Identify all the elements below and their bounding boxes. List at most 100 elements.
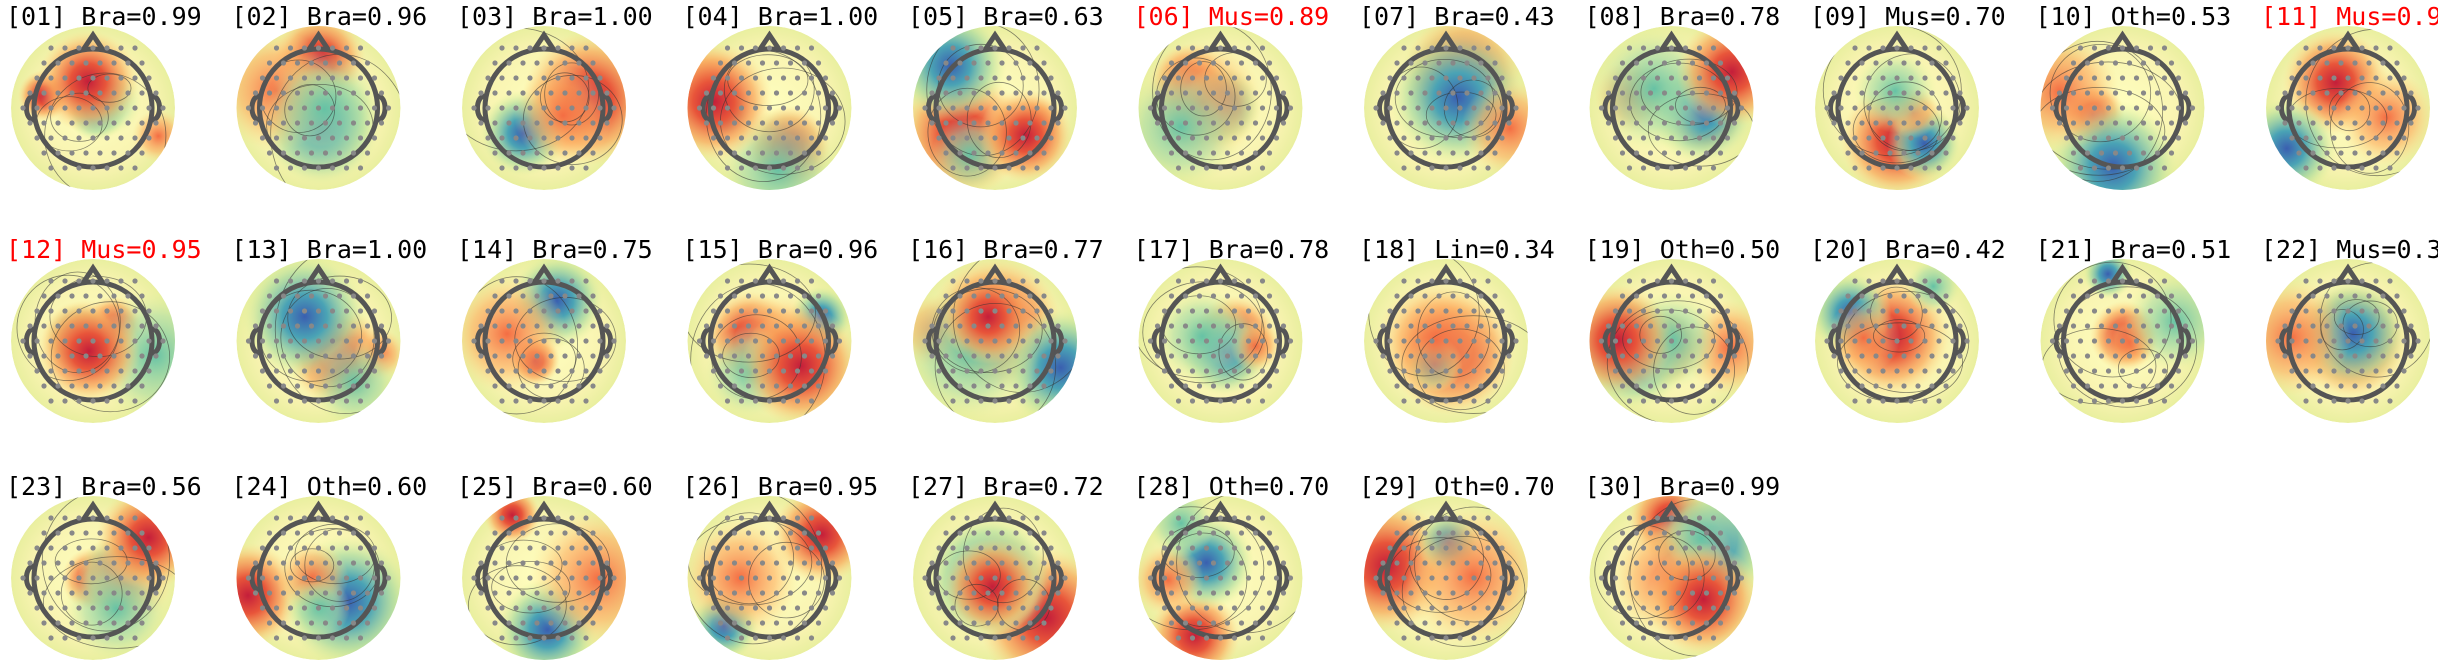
- electrode: [1908, 338, 1914, 344]
- electrode: [1203, 545, 1210, 551]
- electrode: [794, 575, 801, 581]
- electrode: [104, 278, 110, 284]
- electrode: [1210, 353, 1217, 359]
- electrode: [1287, 338, 1294, 344]
- contour: [934, 302, 1057, 423]
- electrode: [245, 338, 252, 344]
- electrode: [259, 575, 266, 581]
- electrode: [822, 75, 829, 81]
- electrode: [1048, 545, 1054, 551]
- electrode: [766, 515, 773, 521]
- electrode: [773, 323, 780, 329]
- electrode: [1492, 323, 1498, 329]
- electrode: [1062, 338, 1068, 344]
- electrode: [724, 135, 731, 141]
- electrode: [1443, 105, 1449, 111]
- electrode: [499, 398, 505, 404]
- electrode: [950, 105, 956, 111]
- ear-left: [474, 93, 486, 123]
- electrode: [2182, 120, 2189, 126]
- electrode: [731, 323, 738, 329]
- electrode: [90, 368, 96, 374]
- electrode: [1485, 338, 1491, 344]
- electrode: [957, 383, 963, 389]
- electrode: [1380, 323, 1386, 329]
- electrode: [1696, 545, 1703, 551]
- electrode: [1619, 383, 1626, 389]
- electrode: [1717, 120, 1724, 126]
- electrode: [2105, 135, 2112, 141]
- electrode: [97, 323, 103, 329]
- electrode: [773, 590, 780, 596]
- electrode: [717, 90, 724, 96]
- contour: [1142, 281, 1265, 384]
- electrode: [992, 338, 998, 344]
- electrode: [2282, 353, 2288, 359]
- electrode: [1682, 75, 1689, 81]
- electrode: [378, 353, 385, 359]
- electrode: [738, 398, 745, 404]
- nose: [2335, 263, 2361, 285]
- electrode: [1422, 383, 1428, 389]
- nose: [306, 500, 331, 522]
- electrode: [146, 368, 152, 374]
- electrode: [2380, 150, 2386, 156]
- nose: [757, 263, 782, 285]
- electrode: [1422, 90, 1428, 96]
- electrode: [1499, 75, 1505, 81]
- electrode: [1950, 338, 1956, 344]
- electrode: [1252, 560, 1259, 566]
- electrode: [125, 120, 131, 126]
- electrode: [2133, 308, 2140, 314]
- electrode: [2119, 398, 2126, 404]
- electrode: [1915, 60, 1921, 66]
- electrode: [385, 338, 392, 344]
- electrode: [724, 75, 731, 81]
- electrode: [978, 308, 984, 314]
- electrode: [2387, 368, 2393, 374]
- electrode: [1443, 515, 1449, 521]
- ear-right: [827, 326, 839, 356]
- electrode: [2324, 293, 2330, 299]
- electrode: [562, 590, 568, 596]
- contour: [927, 87, 1007, 177]
- electrode: [1485, 45, 1491, 51]
- electrode: [1859, 150, 1865, 156]
- electrode: [1252, 90, 1259, 96]
- component-title: [10] Oth=0.53: [2036, 2, 2232, 31]
- electrode: [350, 150, 357, 156]
- electrode: [2084, 90, 2091, 96]
- electrode: [1654, 165, 1661, 171]
- electrode: [357, 515, 364, 521]
- electrode: [315, 45, 322, 51]
- electrode: [1696, 165, 1703, 171]
- electrode: [273, 308, 280, 314]
- electrode: [1852, 45, 1858, 51]
- contour: [1639, 315, 1682, 354]
- electrode: [992, 278, 998, 284]
- electrode: [1633, 90, 1640, 96]
- electrode: [1506, 120, 1512, 126]
- electrode: [1866, 368, 1872, 374]
- electrode: [492, 560, 498, 566]
- electrode: [1675, 323, 1682, 329]
- electrode: [111, 590, 117, 596]
- component-title: [15] Bra=0.96: [683, 235, 879, 264]
- electrode: [1936, 278, 1942, 284]
- electrode: [1485, 515, 1491, 521]
- electrode: [364, 60, 371, 66]
- electrode: [104, 308, 110, 314]
- electrode: [1161, 368, 1168, 374]
- electrode: [1689, 383, 1696, 389]
- electrode: [2373, 75, 2379, 81]
- electrode: [815, 90, 822, 96]
- electrode: [492, 60, 498, 66]
- electrode: [357, 545, 364, 551]
- electrode: [1619, 150, 1626, 156]
- electrode: [62, 165, 68, 171]
- electrode: [513, 515, 519, 521]
- electrode: [2366, 90, 2372, 96]
- electrode: [90, 338, 96, 344]
- electrode: [2070, 323, 2077, 329]
- electrode: [111, 620, 117, 626]
